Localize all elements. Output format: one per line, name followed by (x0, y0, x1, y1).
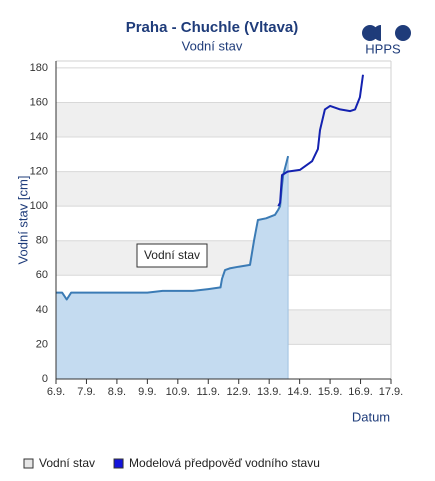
annotation: Vodní stav (136, 243, 208, 268)
series-line (277, 74, 364, 207)
grid-band (56, 171, 391, 207)
legend-label: Modelová předpověď vodního stavu (129, 456, 320, 470)
logo: HPPS (362, 25, 411, 56)
plot-area: 0 20 40 60 80 100 120 140 160 180 6.9. 7.9. 8.9. 9.9.… (30, 60, 403, 398)
grid-band (56, 102, 391, 138)
chart-title: Praha - Chuchle (Vltava) (126, 19, 299, 36)
x-tick-label: 12.9. (226, 386, 250, 398)
legend-marker (113, 458, 124, 469)
y-tick-label: 140 (30, 131, 48, 143)
x-tick-label: 13.9. (257, 386, 281, 398)
legend-marker (23, 458, 34, 469)
logo-half (373, 25, 381, 41)
x-tick-label: 16.9. (348, 386, 372, 398)
annotation-text: Vodní stav (144, 248, 200, 262)
x-tick-label: 10.9. (166, 386, 190, 398)
legend-label: Vodní stav (39, 456, 95, 470)
logo-text: HPPS (365, 41, 401, 56)
y-tick-label: 120 (30, 166, 48, 178)
x-tick-label: 8.9. (108, 386, 126, 398)
x-tick-label: 17.9. (379, 386, 403, 398)
x-tick-label: 9.9. (138, 386, 156, 398)
x-tick-label: 15.9. (318, 386, 342, 398)
x-tick-label: 11.9. (196, 386, 220, 398)
y-tick-label: 20 (36, 338, 48, 350)
x-axis-label: Datum (352, 409, 390, 424)
legend: Vodní stav Modelová předpověď vodního sta… (23, 456, 320, 470)
y-tick-label: 180 (30, 62, 48, 74)
y-tick-label: 100 (30, 200, 48, 212)
y-tick-label: 0 (42, 373, 48, 385)
grid-band (56, 240, 391, 276)
y-tick-label: 80 (36, 235, 48, 247)
y-tick-label: 60 (36, 269, 48, 281)
area (56, 156, 289, 379)
y-tick-label: 40 (36, 304, 48, 316)
x-tick-label: 6.9. (47, 386, 65, 398)
x-tick-label: 14.9. (287, 386, 311, 398)
logo-circle (362, 25, 378, 41)
logo-circle (395, 25, 411, 41)
annotation-box (136, 243, 208, 268)
x-tick-label: 7.9. (77, 386, 95, 398)
chart-subtitle: Vodní stav (182, 38, 243, 53)
y-axis-label: Vodní stav [cm] (15, 176, 30, 265)
y-tick-label: 160 (30, 96, 48, 108)
series-line (56, 155, 290, 301)
